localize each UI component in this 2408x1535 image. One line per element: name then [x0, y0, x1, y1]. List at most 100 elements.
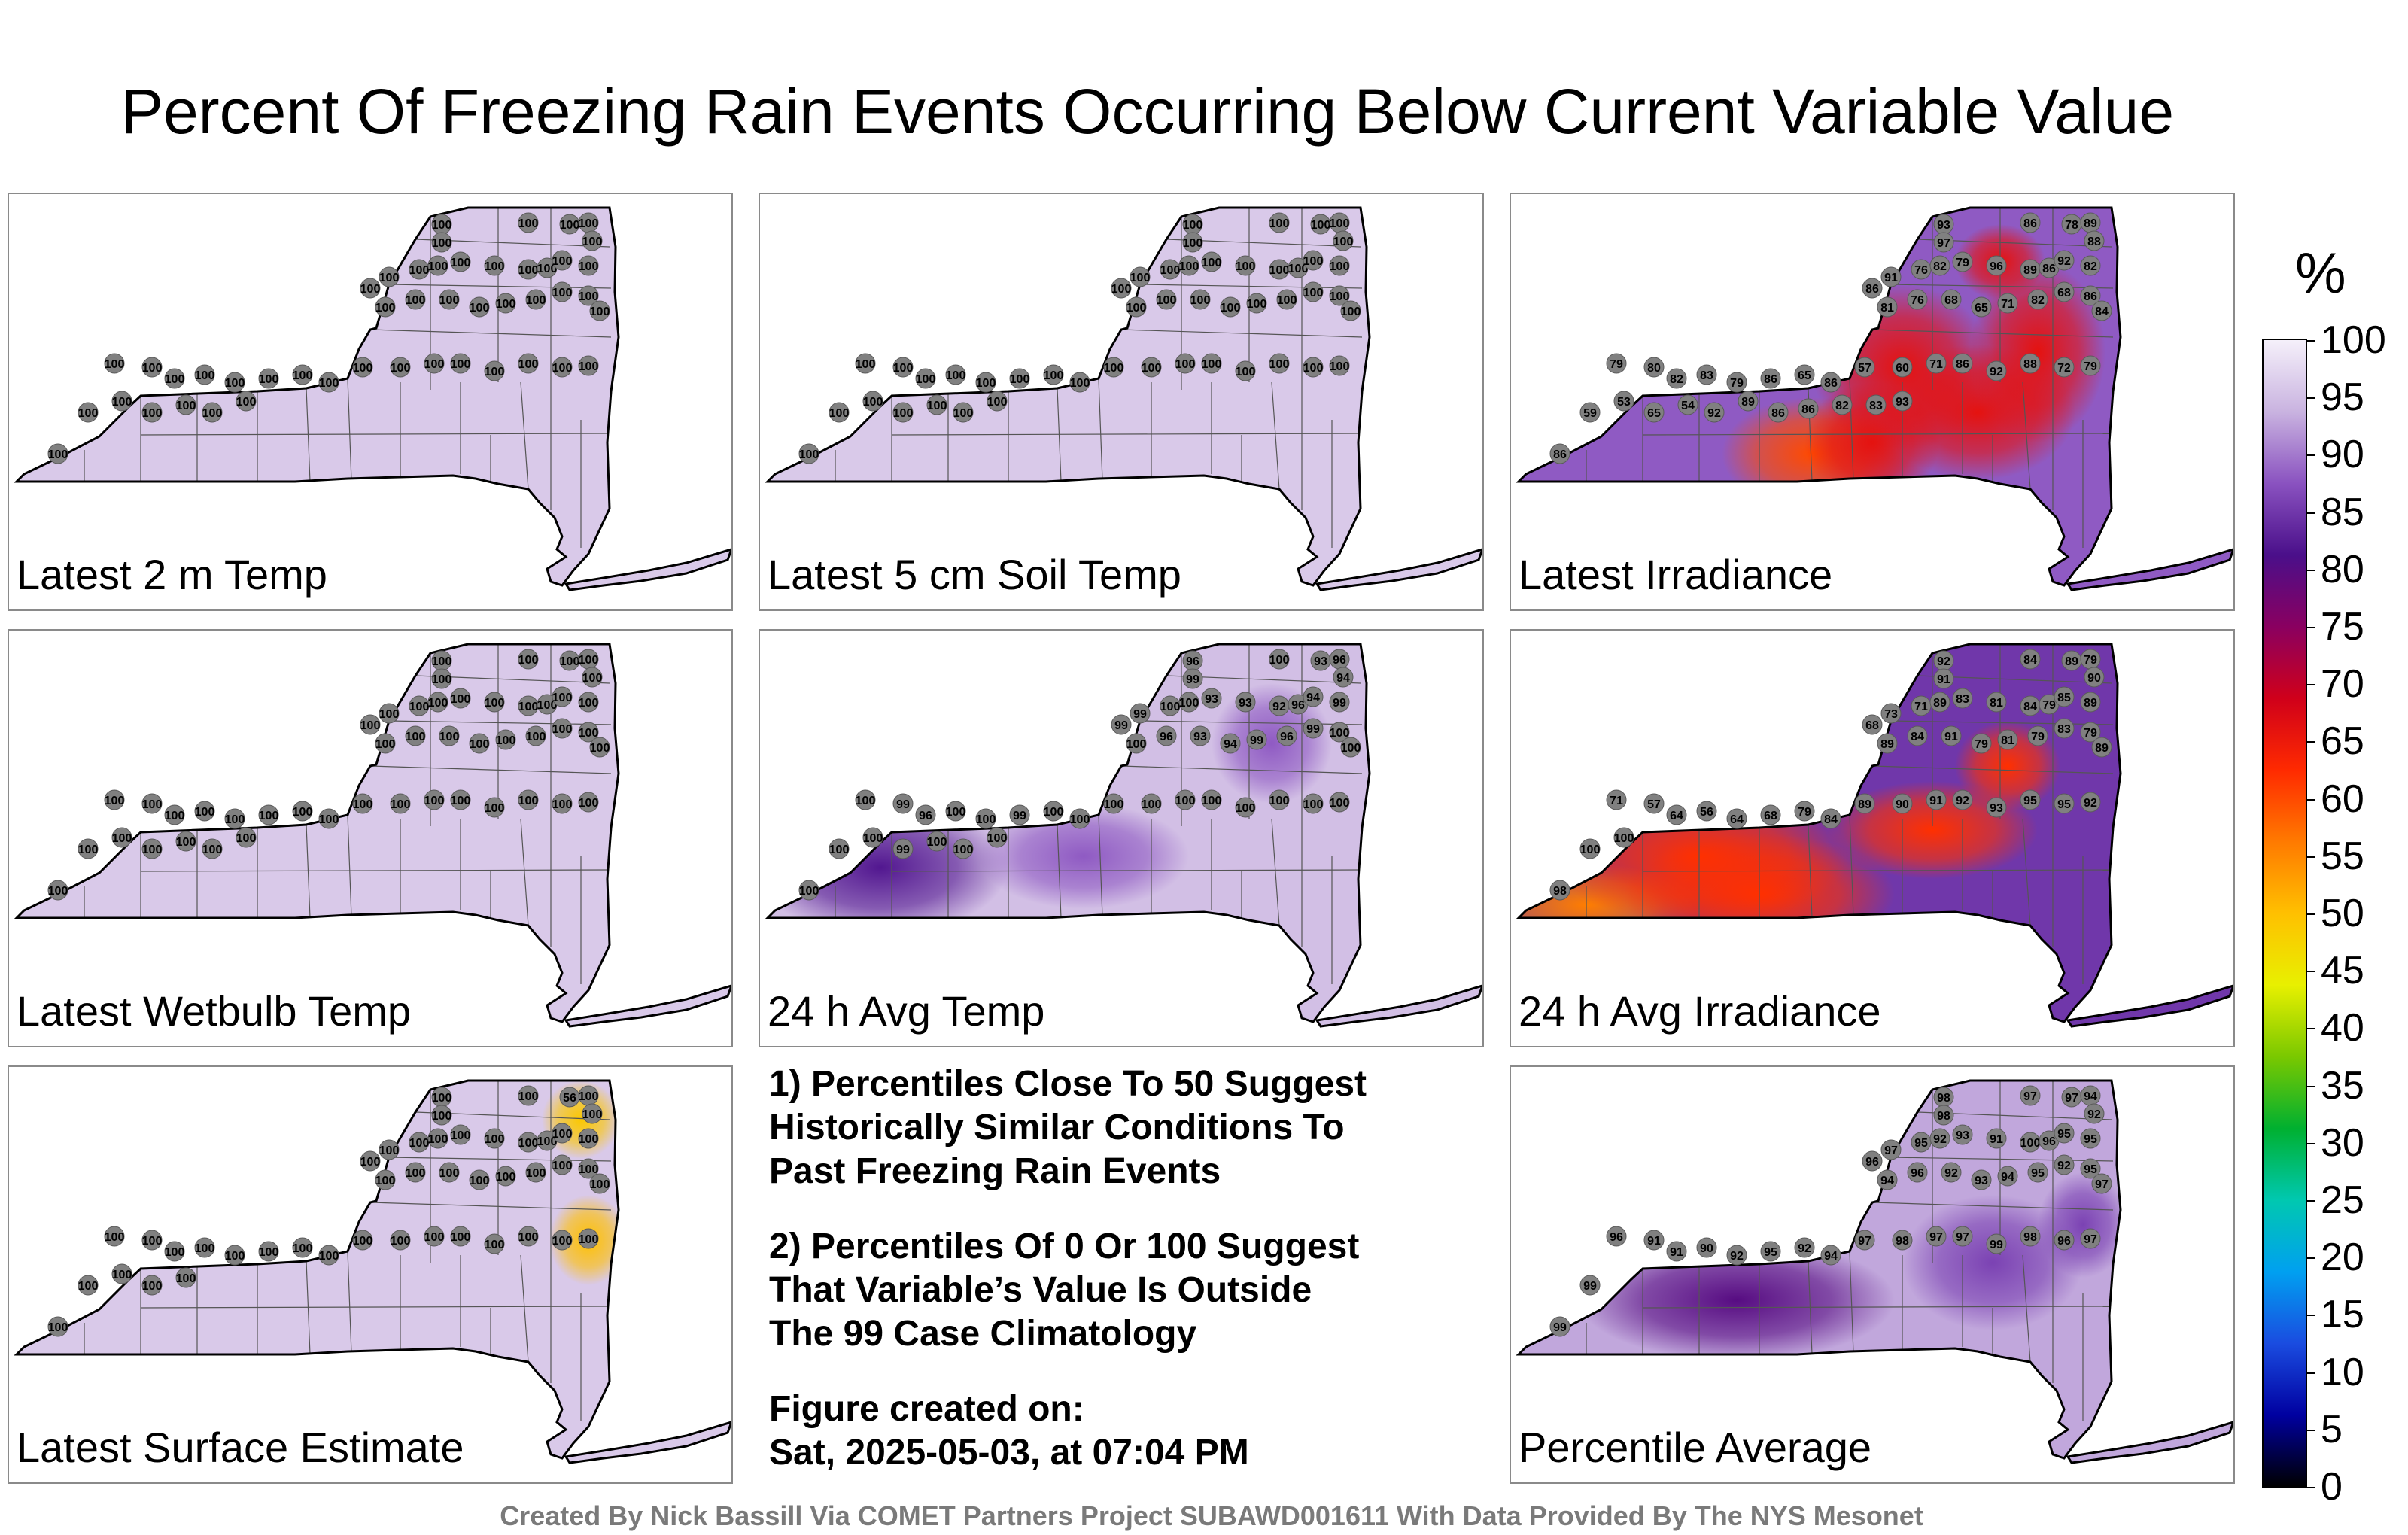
- station-value: 93: [1937, 219, 1950, 232]
- station-value: 100: [165, 1246, 185, 1259]
- station-value: 100: [2020, 1137, 2041, 1150]
- colorbar-tick-mark: [2306, 684, 2315, 686]
- station-dot: [1892, 1230, 1913, 1251]
- station-marker: 100: [1329, 355, 1350, 376]
- station-marker: 93: [1971, 1169, 1992, 1190]
- state-outline: [1516, 206, 2122, 587]
- station-value: 100: [526, 731, 546, 743]
- station-marker: 68: [2054, 281, 2075, 302]
- station-dot: [1178, 255, 1199, 276]
- station-marker: 96: [2054, 1230, 2075, 1251]
- station-dot: [379, 1139, 400, 1160]
- station-marker: 97: [1854, 1230, 1875, 1251]
- station-marker: 97: [1933, 232, 1954, 253]
- station-value: 82: [2084, 260, 2097, 273]
- station-dot: [1832, 394, 1853, 415]
- station-marker: 84: [2020, 695, 2041, 716]
- station-marker: 100: [450, 1226, 471, 1247]
- station-value: 98: [1896, 1235, 1909, 1248]
- station-dot: [1862, 278, 1883, 299]
- station-value: 95: [2057, 798, 2071, 811]
- station-marker: 100: [829, 402, 850, 423]
- station-dot: [1329, 255, 1350, 276]
- station-value: 65: [1975, 302, 1988, 315]
- county-boundaries: [84, 644, 612, 984]
- station-marker: 96: [1288, 694, 1309, 715]
- station-dot: [1246, 729, 1267, 750]
- station-dot: [1877, 296, 1898, 318]
- colorbar-tick-label: 65: [2321, 719, 2364, 764]
- station-value: 68: [1944, 294, 1958, 307]
- station-marker: 95: [2080, 1128, 2101, 1149]
- station-value: 92: [1272, 701, 1286, 713]
- station-value: 89: [2084, 697, 2097, 710]
- station-dot: [352, 357, 373, 378]
- station-dot: [1696, 364, 1717, 385]
- station-dot: [111, 1263, 132, 1284]
- station-marker: 100: [525, 725, 546, 746]
- station-marker: 100: [236, 391, 257, 412]
- station-dot: [427, 1128, 448, 1149]
- station-marker: 100: [47, 443, 68, 464]
- station-value: 100: [1333, 236, 1354, 248]
- station-value: 100: [225, 813, 245, 826]
- station-marker: 98: [1933, 1087, 1954, 1108]
- station-dot: [141, 1275, 163, 1296]
- station-marker: 89: [1738, 391, 1759, 412]
- station-marker: 72: [2054, 357, 2075, 378]
- station-dot: [2054, 281, 2075, 302]
- station-dot: [1613, 827, 1634, 848]
- station-marker: 100: [236, 827, 257, 848]
- station-value: 60: [1896, 362, 1909, 375]
- station-value: 100: [1269, 654, 1290, 667]
- station-value: 79: [2084, 654, 2097, 667]
- station-dot: [892, 402, 914, 423]
- station-marker: 88: [2020, 353, 2041, 374]
- station-dot: [2027, 725, 2048, 746]
- station-value: 91: [1670, 1246, 1683, 1259]
- colorbar-tick-label: 50: [2321, 892, 2364, 935]
- station-dot: [829, 402, 850, 423]
- station-marker: 99: [1579, 1275, 1601, 1296]
- station-dot: [987, 391, 1008, 412]
- station-value: 100: [1341, 742, 1361, 755]
- station-value: 86: [1553, 448, 1567, 461]
- long-island-outline: [564, 548, 731, 591]
- station-marker: 100: [405, 725, 426, 746]
- station-value: 100: [432, 1110, 452, 1123]
- station-marker: 100: [1130, 266, 1151, 287]
- station-marker: 94: [1877, 1169, 1898, 1190]
- station-dot: [1276, 289, 1297, 310]
- station-value: 100: [142, 1235, 163, 1248]
- station-value: 97: [1858, 1235, 1871, 1248]
- station-marker: 100: [318, 372, 339, 393]
- station-marker: 100: [1126, 733, 1147, 754]
- station-dot: [1201, 688, 1222, 709]
- station-dot: [1971, 733, 1992, 754]
- station-dot: [1929, 255, 1950, 276]
- station-dot: [379, 703, 400, 724]
- station-marker: 100: [798, 443, 819, 464]
- station-value: 100: [560, 219, 580, 232]
- station-value: 100: [78, 843, 99, 856]
- station-marker: 100: [1340, 300, 1361, 321]
- station-marker: 100: [578, 722, 599, 743]
- station-dot: [1246, 293, 1267, 314]
- station-dot: [47, 880, 68, 901]
- long-island-outline: [1315, 548, 1482, 591]
- station-marker: 97: [1926, 1226, 1947, 1247]
- station-value: 86: [2084, 290, 2097, 303]
- station-marker: 100: [892, 357, 914, 378]
- station-value: 100: [518, 795, 539, 807]
- station-marker: 97: [2020, 1085, 2041, 1106]
- station-marker: 96: [1329, 649, 1350, 670]
- station-dot: [390, 1230, 411, 1251]
- station-value: 100: [259, 1246, 279, 1259]
- station-marker: 100: [450, 688, 471, 709]
- colorbar-tick-mark: [2306, 1028, 2315, 1030]
- station-marker: 100: [578, 1228, 599, 1249]
- station-marker: 100: [945, 801, 966, 822]
